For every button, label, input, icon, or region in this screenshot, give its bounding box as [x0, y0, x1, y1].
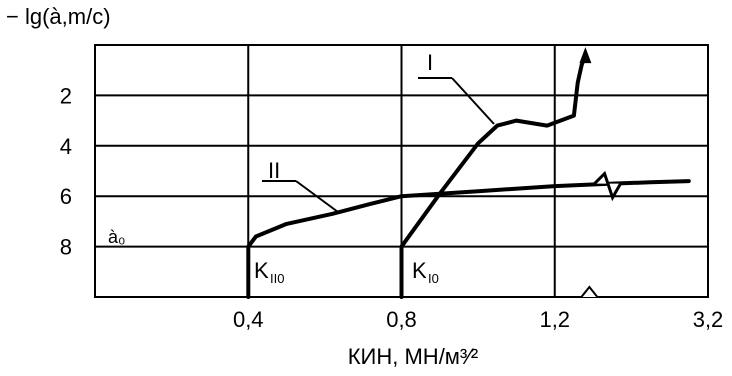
y-tick-label: 2 — [60, 83, 72, 108]
series-i-arrowhead — [579, 47, 592, 64]
y-tick-label: 4 — [60, 134, 72, 159]
series-i-line — [399, 53, 588, 299]
x-tick-label: 0,8 — [386, 307, 417, 332]
x-tick-label: 0,4 — [233, 307, 264, 332]
x-tick-label: 3,2 — [693, 307, 724, 332]
series-group — [246, 47, 691, 299]
k-i0-label: K I0 — [412, 258, 439, 286]
k-ii0-subscript: II0 — [270, 271, 284, 286]
y-axis-label: − lg(à,m/c) — [6, 4, 111, 29]
series-ii-break — [593, 170, 622, 202]
series-ii-name: II — [268, 158, 280, 183]
k-ii0-letter: K — [254, 258, 269, 283]
k-ii0-label: K II0 — [254, 258, 284, 286]
k-i0-letter: K — [412, 258, 427, 283]
series-i-label: I — [418, 50, 495, 125]
a0-label: à₀ — [108, 227, 125, 247]
series-ii-label: II — [262, 158, 339, 213]
x-axis-label: КИН, МН/м³⁄² — [348, 344, 479, 369]
x-tick-label: 1,2 — [539, 307, 570, 332]
series-i-name: I — [427, 50, 433, 75]
x-axis-break — [580, 285, 599, 298]
y-tick-label: 6 — [60, 184, 72, 209]
series-ii-leader-diag — [295, 180, 339, 213]
x-tick-labels: 0,4 0,8 1,2 3,2 — [233, 307, 723, 332]
series-ii-line — [246, 179, 691, 299]
y-tick-label: 8 — [60, 235, 72, 260]
y-tick-labels: 2 4 6 8 — [60, 83, 72, 259]
k-i0-subscript: I0 — [428, 271, 439, 286]
series-i-leader-diag — [451, 77, 495, 125]
